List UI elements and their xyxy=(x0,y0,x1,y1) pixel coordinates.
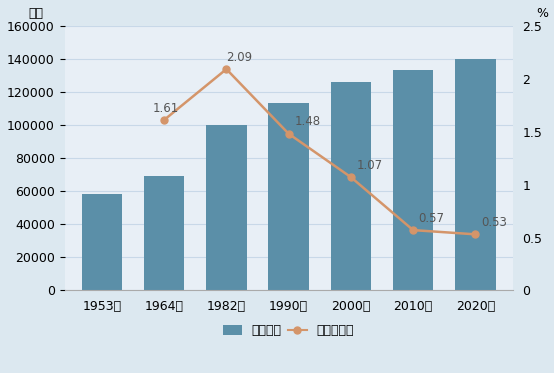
Bar xyxy=(206,125,247,291)
Text: 1.48: 1.48 xyxy=(294,115,320,128)
Bar xyxy=(331,82,371,291)
Bar xyxy=(268,103,309,291)
Bar xyxy=(393,70,433,291)
Text: 万人: 万人 xyxy=(29,7,44,21)
Legend: 全国人口, 年均增长率: 全国人口, 年均增长率 xyxy=(218,319,359,342)
Bar xyxy=(455,59,496,291)
Text: 1.61: 1.61 xyxy=(153,101,179,115)
Text: 1.07: 1.07 xyxy=(356,159,383,172)
Text: 0.53: 0.53 xyxy=(481,216,507,229)
Text: 2.09: 2.09 xyxy=(227,51,253,64)
Bar xyxy=(144,176,184,291)
Text: 0.57: 0.57 xyxy=(419,212,445,225)
Bar xyxy=(81,194,122,291)
Text: %: % xyxy=(537,7,548,21)
